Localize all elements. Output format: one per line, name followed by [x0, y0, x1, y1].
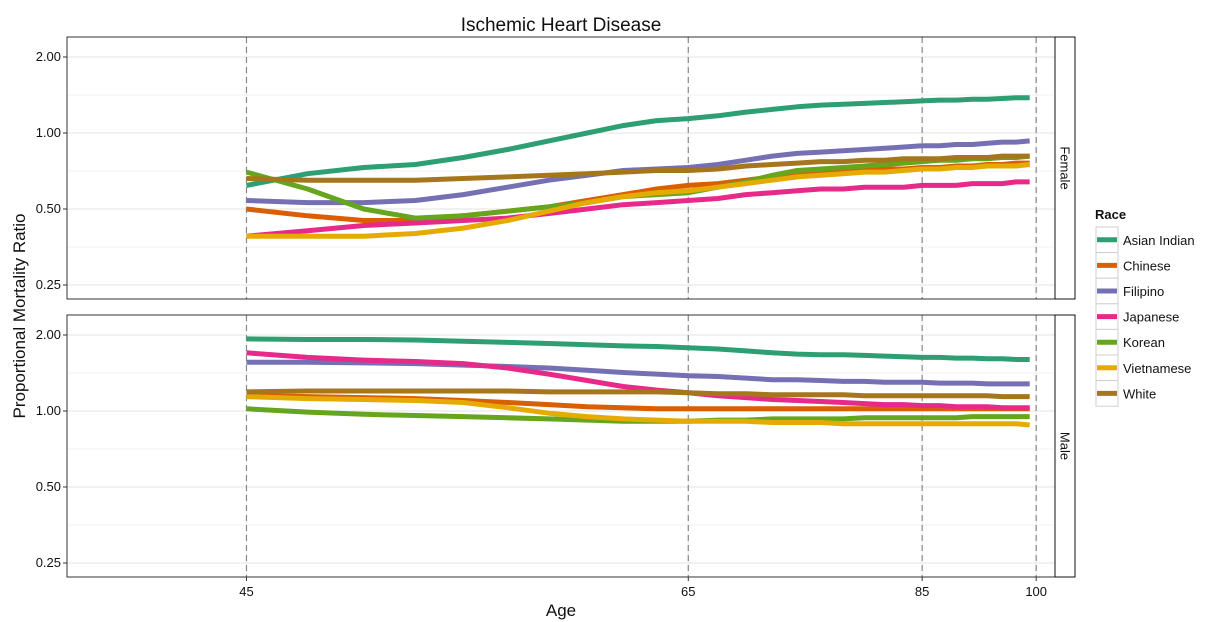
x-tick-label: 100	[1025, 584, 1047, 599]
x-tick-label: 45	[239, 584, 253, 599]
y-tick-label: 0.25	[36, 277, 61, 292]
panels-layer: 0.25 0.50 1.00 2.00 Female 0.25 0.50 1.00 2.00 Ma…	[36, 36, 1076, 578]
legend-title: Race	[1095, 207, 1126, 222]
y-axis-title: Proportional Mortality Ratio	[10, 213, 29, 418]
series-line-white	[246, 153, 1030, 183]
legend-label: Chinese	[1123, 258, 1171, 273]
series-line-japanese	[246, 350, 1030, 411]
legend-item-white: White	[1095, 380, 1156, 407]
series-line-filipino	[246, 138, 1030, 206]
facet-strip-label: Female	[1058, 146, 1073, 189]
x-axis: 45 65 85 100	[239, 577, 1047, 599]
series-line-japanese	[246, 179, 1030, 239]
y-tick-label: 2.00	[36, 327, 61, 342]
series-line-asian-indian	[246, 336, 1030, 362]
legend-label: Korean	[1123, 335, 1165, 350]
legend-label: White	[1123, 386, 1156, 401]
facet-strip	[1054, 36, 1076, 300]
legend-item-chinese: Chinese	[1095, 252, 1171, 279]
legend-label: Japanese	[1123, 310, 1179, 325]
legend-label: Asian Indian	[1123, 233, 1195, 248]
legend-item-japanese: Japanese	[1095, 303, 1179, 330]
legend-label: Vietnamese	[1123, 361, 1191, 376]
y-tick-label: 1.00	[36, 403, 61, 418]
legend-item-asian-indian: Asian Indian	[1095, 226, 1195, 254]
series-line-korean	[246, 406, 1030, 424]
facet-strip	[1054, 314, 1076, 578]
legend-item-filipino: Filipino	[1095, 277, 1164, 305]
series-line-vietnamese	[246, 162, 1030, 239]
panel-background	[66, 314, 1056, 578]
y-tick-label: 0.50	[36, 479, 61, 494]
x-axis-title: Age	[546, 601, 576, 620]
legend: Race Asian Indian Chinese Filipino Japanese…	[1095, 207, 1195, 407]
legend-item-korean: Korean	[1095, 328, 1165, 356]
facet-strip-label: Male	[1058, 432, 1073, 460]
legend-item-vietnamese: Vietnamese	[1095, 354, 1191, 382]
x-tick-label: 65	[681, 584, 695, 599]
panel-female: 0.25 0.50 1.00 2.00 Female	[36, 36, 1076, 300]
y-tick-label: 0.50	[36, 201, 61, 216]
legend-label: Filipino	[1123, 284, 1164, 299]
series-line-white	[246, 388, 1030, 400]
panel-male: 0.25 0.50 1.00 2.00 Male	[36, 314, 1076, 578]
y-tick-label: 1.00	[36, 125, 61, 140]
x-tick-label: 85	[915, 584, 929, 599]
y-tick-label: 0.25	[36, 555, 61, 570]
series-line-vietnamese	[246, 394, 1030, 428]
series-line-asian-indian	[246, 95, 1030, 188]
chart-title: Ischemic Heart Disease	[461, 15, 662, 36]
y-tick-label: 2.00	[36, 49, 61, 64]
